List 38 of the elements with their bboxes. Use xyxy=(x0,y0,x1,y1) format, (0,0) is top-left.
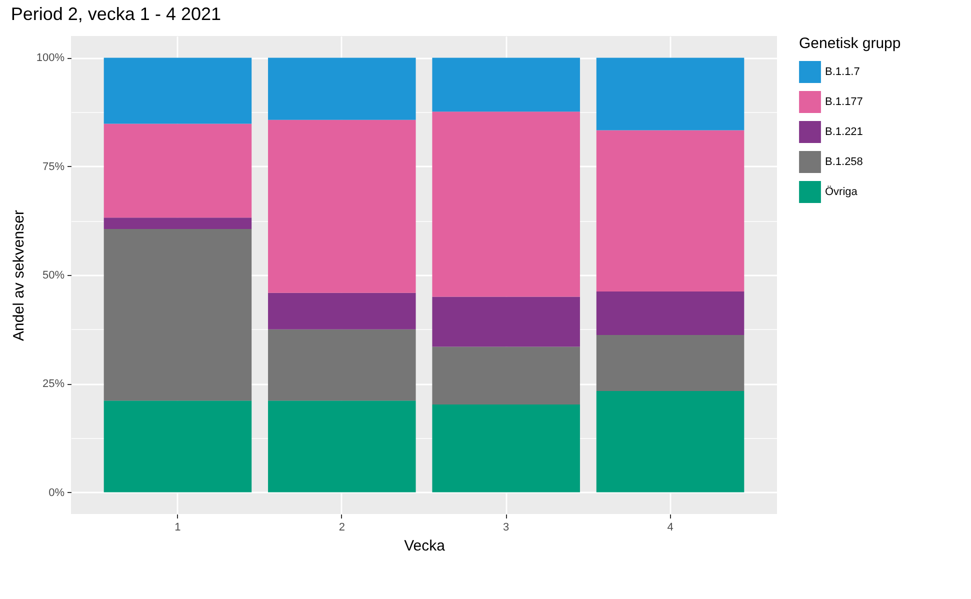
y-tick-label: 0% xyxy=(48,486,65,499)
bar xyxy=(432,58,580,112)
legend-label: B.1.221 xyxy=(825,126,863,138)
bar xyxy=(432,404,580,492)
bar xyxy=(104,218,252,229)
y-tick-label: 100% xyxy=(36,52,65,64)
legend-label: Övriga xyxy=(825,185,858,198)
y-tick-label: 75% xyxy=(42,160,65,173)
bar xyxy=(104,228,252,401)
legend-label: B.1.177 xyxy=(825,96,863,108)
bar xyxy=(596,334,744,392)
bar xyxy=(268,58,416,120)
chart-title: Period 2, vecka 1 - 4 2021 xyxy=(10,4,222,24)
bar xyxy=(596,58,744,130)
bar xyxy=(596,292,744,335)
y-tick-label: 25% xyxy=(42,378,65,390)
y-tick-label: 50% xyxy=(42,270,65,282)
bar xyxy=(268,292,416,330)
x-tick-label: 1 xyxy=(174,522,181,534)
bar xyxy=(432,346,580,404)
y-axis-title: Andel av sekvenser xyxy=(10,210,28,341)
bar xyxy=(104,124,252,218)
bar xyxy=(104,400,252,492)
x-tick-label: 2 xyxy=(338,522,345,534)
bar xyxy=(596,391,744,492)
bar xyxy=(268,120,416,293)
x-tick-label: 3 xyxy=(503,522,510,534)
legend-label: B.1.1.7 xyxy=(825,66,860,78)
bar xyxy=(432,296,580,347)
bar xyxy=(432,112,580,297)
x-tick-label: 4 xyxy=(667,522,674,534)
bar xyxy=(596,130,744,292)
legend-title: Genetisk grupp xyxy=(799,35,901,52)
bar xyxy=(268,400,416,492)
bar xyxy=(104,58,252,124)
x-axis-title: Vecka xyxy=(404,538,446,554)
bar xyxy=(268,329,416,401)
legend-label: B.1.258 xyxy=(825,156,863,168)
